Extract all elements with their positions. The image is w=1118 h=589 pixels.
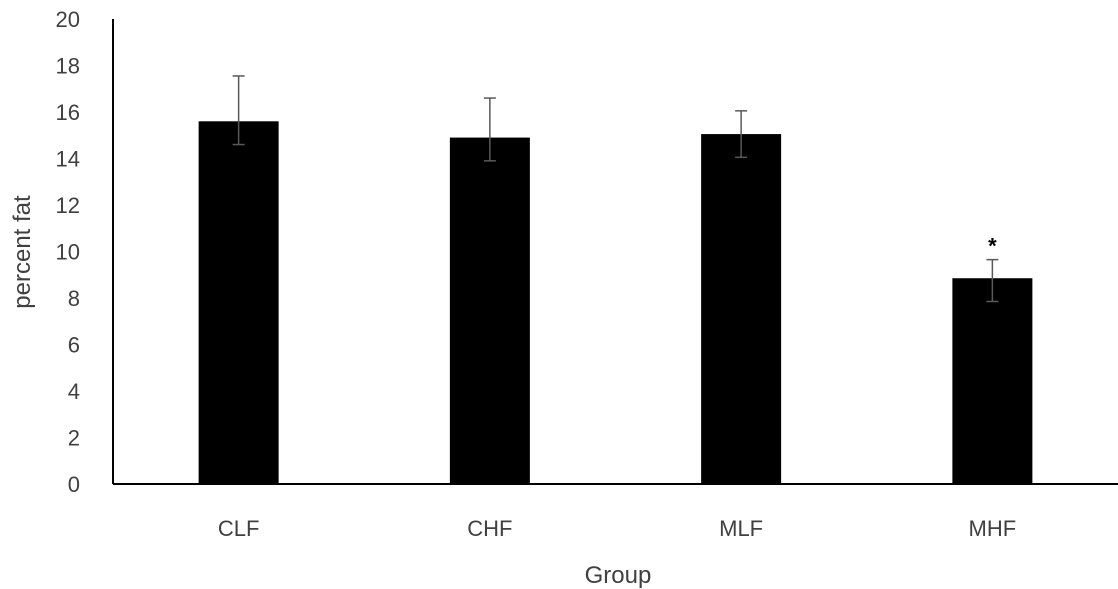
error-bars	[232, 75, 999, 303]
x-category-label: CLF	[218, 516, 260, 541]
y-tick-label: 18	[56, 54, 80, 79]
significance-asterisk: *	[988, 234, 997, 259]
y-tick-label: 20	[56, 7, 80, 32]
y-tick-label: 14	[56, 147, 80, 172]
x-category-label: CHF	[467, 516, 512, 541]
y-tick-label: 6	[68, 333, 80, 358]
error-bar-mhf	[986, 258, 999, 303]
y-tick-label: 2	[68, 426, 80, 451]
error-bar-chf	[483, 97, 496, 162]
error-bar-clf	[232, 75, 245, 146]
x-axis-title: Group	[585, 562, 652, 589]
annotations: *	[988, 234, 997, 259]
y-tick-label: 12	[56, 193, 80, 218]
bar-clf	[198, 121, 279, 485]
x-axis-categories: CLF CHF MLF MHF	[218, 516, 1016, 541]
y-tick-label: 4	[68, 379, 80, 404]
error-bar-mlf	[735, 110, 748, 159]
y-axis-title: percent fat	[9, 195, 36, 309]
y-tick-label: 16	[56, 100, 80, 125]
x-category-label: MLF	[719, 516, 763, 541]
axes	[112, 19, 1118, 485]
y-tick-label: 8	[68, 286, 80, 311]
y-tick-label: 0	[68, 472, 80, 497]
bar-chf	[449, 137, 530, 484]
bar-mlf	[701, 134, 782, 484]
x-category-label: MHF	[969, 516, 1017, 541]
bars	[198, 121, 1033, 485]
y-axis-ticks: 0 2 4 6 8 10 12 14 16 18 20	[56, 7, 80, 497]
bar-mhf	[952, 278, 1033, 484]
y-tick-label: 10	[56, 240, 80, 265]
